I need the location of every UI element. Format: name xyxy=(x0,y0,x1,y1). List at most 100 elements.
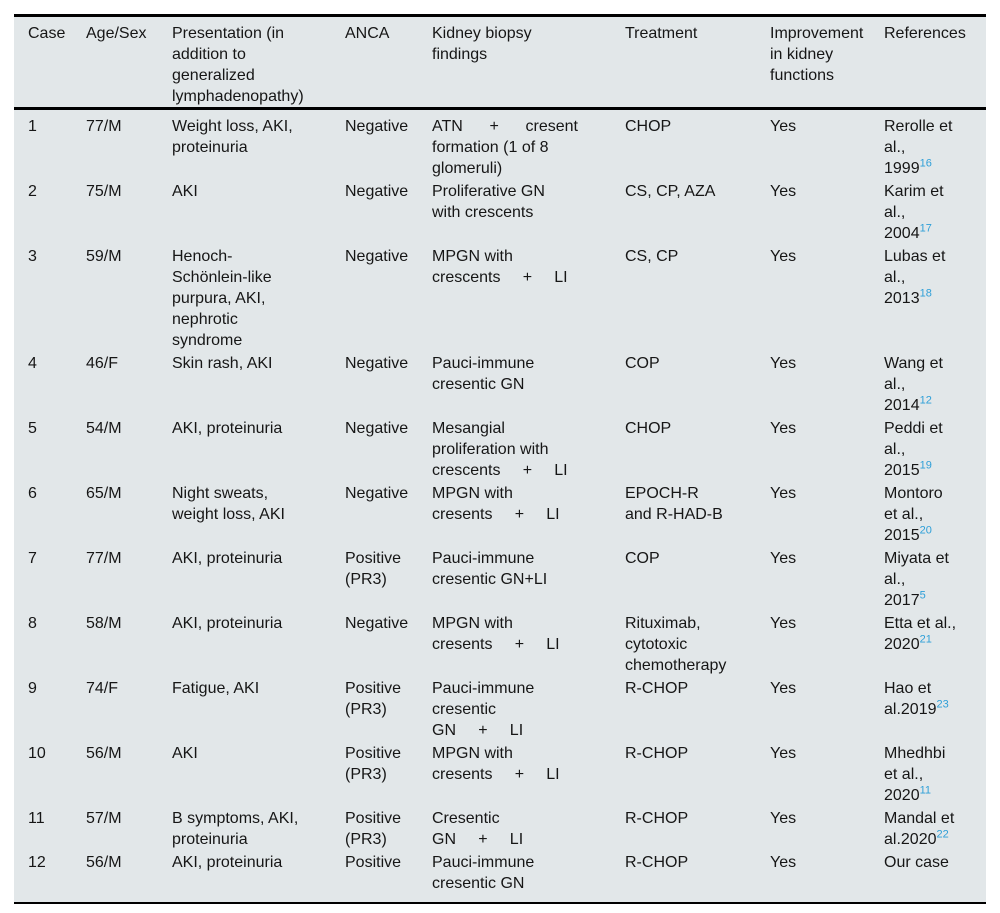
cell-biopsy-findings: Pauci-immune cresentic GN xyxy=(432,355,535,393)
cell-age-sex: 58/M xyxy=(86,615,122,632)
cell-case: 6 xyxy=(28,485,37,502)
cell-biopsy-findings: Pauci-immune cresentic GN + LI xyxy=(432,680,535,739)
cell-presentation: AKI, proteinuria xyxy=(172,854,283,871)
cell-anca: Positive xyxy=(345,854,402,871)
cell-treatment: R-CHOP xyxy=(625,854,689,871)
column-header-improvement: Improvement in kidney functions xyxy=(756,17,870,110)
table-row: 2 75/M AKI Negative Proliferative GN with cr… xyxy=(14,181,986,246)
cell-improvement: Yes xyxy=(770,420,797,437)
cell-age-sex: 74/F xyxy=(86,680,119,697)
cell-reference: Rerolle et al., 199916 xyxy=(884,118,953,177)
cell-anca: Negative xyxy=(345,355,409,372)
cell-reference: Wang et al., 201412 xyxy=(884,355,943,414)
cell-reference: Hao et al.201923 xyxy=(884,680,949,718)
table-row: 9 74/F Fatigue, AKI Positive (PR3) Pauci-imm… xyxy=(14,678,986,743)
cell-case: 11 xyxy=(28,810,45,827)
table-row: 11 57/M B symptoms, AKI, proteinuria Positi… xyxy=(14,808,986,852)
cell-treatment: COP xyxy=(625,355,660,372)
column-header-case: Case xyxy=(14,17,72,110)
citation-superscript[interactable]: 18 xyxy=(919,287,932,300)
cell-presentation: Night sweats, weight loss, AKI xyxy=(172,485,285,523)
cell-presentation: AKI xyxy=(172,745,198,762)
cell-reference: Montoro et al., 201520 xyxy=(884,485,943,544)
table-row: 4 46/F Skin rash, AKI Negative Pauci-immune … xyxy=(14,353,986,418)
cell-biopsy-findings: Proliferative GN with crescents xyxy=(432,183,545,221)
column-header-presentation: Presentation (in addition to generalized… xyxy=(158,17,331,110)
cell-improvement: Yes xyxy=(770,355,797,372)
citation-superscript[interactable]: 5 xyxy=(919,589,926,602)
cell-reference: Karim et al., 200417 xyxy=(884,183,944,242)
column-header-age-sex: Age/Sex xyxy=(72,17,158,110)
cell-case: 5 xyxy=(28,420,37,437)
cell-anca: Negative xyxy=(345,615,409,632)
cell-presentation: Fatigue, AKI xyxy=(172,680,260,697)
table-row: 10 56/M AKI Positive (PR3) MPGN with cresent… xyxy=(14,743,986,808)
cell-biopsy-findings: MPGN with cresents + LI xyxy=(432,485,560,523)
cell-improvement: Yes xyxy=(770,854,797,871)
cell-reference: Lubas et al., 201318 xyxy=(884,248,946,307)
column-header-treatment: Treatment xyxy=(611,17,756,110)
table-row: 5 54/M AKI, proteinuria Negative Mesangial p… xyxy=(14,418,986,483)
cell-biopsy-findings: MPGN with crescents + LI xyxy=(432,248,568,286)
cell-case: 12 xyxy=(28,854,46,871)
case-reports-table: Case Age/Sex Presentation (in addition t… xyxy=(14,14,986,904)
citation-superscript[interactable]: 16 xyxy=(919,157,932,170)
cell-presentation: Henoch- Schönlein-like purpura, AKI, nep… xyxy=(172,248,272,349)
cell-treatment: R-CHOP xyxy=(625,810,689,827)
cell-age-sex: 54/M xyxy=(86,420,122,437)
cell-improvement: Yes xyxy=(770,248,797,265)
citation-superscript[interactable]: 23 xyxy=(936,698,949,711)
cell-case: 10 xyxy=(28,745,46,762)
cell-presentation: AKI, proteinuria xyxy=(172,550,283,567)
citation-superscript[interactable]: 12 xyxy=(919,394,932,407)
cell-reference: Mhedhbi et al., 202011 xyxy=(884,745,946,804)
cell-improvement: Yes xyxy=(770,810,797,827)
cell-treatment: COP xyxy=(625,550,660,567)
table-row: 3 59/M Henoch- Schönlein-like purpura, AKI… xyxy=(14,246,986,353)
cell-age-sex: 59/M xyxy=(86,248,122,265)
cell-biopsy-findings: Cresentic GN + LI xyxy=(432,810,524,848)
citation-superscript[interactable]: 19 xyxy=(919,459,932,472)
table-row: 1 77/M Weight loss, AKI, proteinuria Negati… xyxy=(14,109,986,182)
citation-superscript[interactable]: 22 xyxy=(936,828,949,841)
cell-treatment: R-CHOP xyxy=(625,680,689,697)
table-row: 6 65/M Night sweats, weight loss, AKI Negat… xyxy=(14,483,986,548)
cell-improvement: Yes xyxy=(770,485,797,502)
cell-case: 4 xyxy=(28,355,37,372)
cell-presentation: B symptoms, AKI, proteinuria xyxy=(172,810,299,848)
cell-age-sex: 77/M xyxy=(86,118,122,135)
cell-reference: Miyata et al., 20175 xyxy=(884,550,949,609)
column-header-references: References xyxy=(870,17,986,110)
cell-reference: Peddi et al., 201519 xyxy=(884,420,943,479)
citation-superscript[interactable]: 20 xyxy=(919,524,932,537)
cell-anca: Negative xyxy=(345,420,409,437)
table-row: 12 56/M AKI, proteinuria Positive Pauci-immu… xyxy=(14,852,986,902)
cell-case: 1 xyxy=(28,118,37,135)
citation-superscript[interactable]: 21 xyxy=(919,633,932,646)
table-row: 8 58/M AKI, proteinuria Negative MPGN with c… xyxy=(14,613,986,678)
cell-age-sex: 46/F xyxy=(86,355,119,372)
cases-table: Case Age/Sex Presentation (in addition t… xyxy=(14,17,986,902)
cell-age-sex: 56/M xyxy=(86,854,122,871)
citation-superscript[interactable]: 17 xyxy=(919,222,932,235)
cell-age-sex: 57/M xyxy=(86,810,122,827)
cell-improvement: Yes xyxy=(770,550,797,567)
table-row: 7 77/M AKI, proteinuria Positive (PR3) Pauci… xyxy=(14,548,986,613)
table-header: Case Age/Sex Presentation (in addition t… xyxy=(14,17,986,110)
cell-improvement: Yes xyxy=(770,680,797,697)
cell-biopsy-findings: Pauci-immune cresentic GN xyxy=(432,854,535,892)
cell-improvement: Yes xyxy=(770,745,797,762)
cell-age-sex: 75/M xyxy=(86,183,122,200)
cell-anca: Negative xyxy=(345,118,409,135)
cell-treatment: CS, CP, AZA xyxy=(625,183,716,200)
cell-treatment: CHOP xyxy=(625,118,672,135)
cell-age-sex: 77/M xyxy=(86,550,122,567)
citation-superscript[interactable]: 11 xyxy=(919,784,932,797)
header-row: Case Age/Sex Presentation (in addition t… xyxy=(14,17,986,110)
cell-presentation: Skin rash, AKI xyxy=(172,355,273,372)
cell-biopsy-findings: Mesangial proliferation with crescents +… xyxy=(432,420,568,479)
cell-improvement: Yes xyxy=(770,183,797,200)
cell-treatment: CHOP xyxy=(625,420,672,437)
cell-anca: Positive (PR3) xyxy=(345,550,402,588)
table-body: 1 77/M Weight loss, AKI, proteinuria Negati… xyxy=(14,109,986,903)
